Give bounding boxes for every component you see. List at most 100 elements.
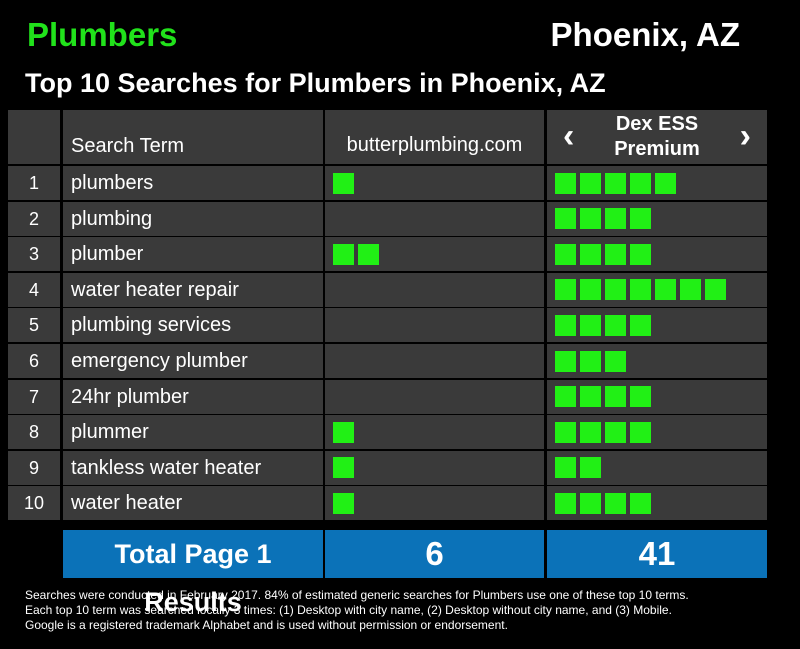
result-square <box>630 492 651 514</box>
result-square <box>630 314 651 336</box>
table-row: 5 plumbing services <box>8 308 768 343</box>
rank-cell: 5 <box>8 308 60 343</box>
totals-label: Total Page 1 Results <box>114 539 272 617</box>
search-term-cell: plummer <box>63 415 323 450</box>
search-term-cell: plumbing services <box>63 308 323 343</box>
site-results-cell <box>325 486 544 521</box>
header: Plumbers Phoenix, AZ Top 10 Searches for… <box>0 0 800 110</box>
footnote-line: Each top 10 term was searched locally 3 … <box>25 603 672 617</box>
result-square <box>655 172 676 194</box>
totals-label-cell: Total Page 1 Results <box>63 530 323 617</box>
search-term-cell: 24hr plumber <box>63 379 323 414</box>
site-results-cell <box>325 237 544 272</box>
result-square <box>605 279 626 301</box>
result-square <box>580 208 601 230</box>
totals-site-value: 6 <box>425 535 444 572</box>
result-square <box>630 208 651 230</box>
column-header-site: butterplumbing.com <box>346 134 523 156</box>
result-square <box>333 172 354 194</box>
result-square <box>605 208 626 230</box>
result-square <box>333 492 354 514</box>
city-title: Phoenix, AZ <box>550 16 740 53</box>
table-row: 1 plumbers <box>8 166 768 200</box>
result-square <box>333 457 354 479</box>
totals-row: Total Page 1 Results 6 41 <box>0 530 800 617</box>
table-row: 7 24hr plumber <box>8 379 768 414</box>
result-square <box>605 314 626 336</box>
result-square <box>605 492 626 514</box>
header-term-cell: Search Term <box>63 110 323 164</box>
result-square <box>580 421 601 443</box>
result-square <box>605 243 626 265</box>
result-square <box>605 350 626 372</box>
header-dex-cell: ‹ Dex ESS Premium › <box>547 110 767 164</box>
table-row: 2 plumbing <box>8 201 768 236</box>
rank-cell: 3 <box>8 237 60 272</box>
result-square <box>555 350 576 372</box>
site-results-cell <box>325 450 544 485</box>
table-row: 9 tankless water heater <box>8 450 768 485</box>
rank-cell: 7 <box>8 379 60 414</box>
totals-dex-cell: 41 <box>547 530 767 578</box>
rank-cell: 4 <box>8 272 60 307</box>
result-square <box>333 243 354 265</box>
rank-cell: 8 <box>8 415 60 450</box>
site-results-cell <box>325 308 544 343</box>
result-square <box>580 350 601 372</box>
result-square <box>655 279 676 301</box>
result-square <box>680 279 701 301</box>
result-square <box>333 421 354 443</box>
header-site-cell: butterplumbing.com <box>325 110 544 164</box>
table-row: 8 plummer <box>8 415 768 450</box>
table-title: Top 10 Searches for Plumbers in Phoenix,… <box>25 68 606 98</box>
result-square <box>580 492 601 514</box>
site-results-cell <box>325 272 544 307</box>
result-square <box>605 421 626 443</box>
dex-results-cell <box>547 308 767 343</box>
dex-results-cell <box>547 272 767 307</box>
result-square <box>555 208 576 230</box>
site-results-cell <box>325 201 544 236</box>
column-header-search-term: Search Term <box>71 135 185 157</box>
table-row: 6 emergency plumber <box>8 344 768 378</box>
dex-results-cell <box>547 344 767 378</box>
result-square <box>605 386 626 408</box>
table-row: 3 plumber <box>8 237 768 272</box>
result-square <box>580 386 601 408</box>
dex-results-cell <box>547 201 767 236</box>
chevron-right-icon[interactable]: › <box>739 117 751 155</box>
table-row: 10 water heater <box>8 486 768 521</box>
rank-cell: 6 <box>8 344 60 378</box>
footnote-line: Google is a registered trademark Alphabe… <box>25 618 508 632</box>
result-square <box>580 314 601 336</box>
dex-results-cell <box>547 237 767 272</box>
result-square <box>580 457 601 479</box>
result-square <box>630 421 651 443</box>
result-square <box>358 243 379 265</box>
result-square <box>555 492 576 514</box>
rank-cell: 9 <box>8 450 60 485</box>
site-results-cell <box>325 415 544 450</box>
search-term-cell: plumbing <box>63 201 323 236</box>
result-square <box>555 243 576 265</box>
result-square <box>580 172 601 194</box>
dex-results-cell <box>547 379 767 414</box>
result-square <box>630 279 651 301</box>
rank-cell: 1 <box>8 166 60 200</box>
footnote-line: Searches were conducted in February 2017… <box>25 588 689 602</box>
result-square <box>555 421 576 443</box>
search-term-cell: tankless water heater <box>63 450 323 485</box>
result-square <box>630 243 651 265</box>
dex-results-cell <box>547 450 767 485</box>
result-square <box>630 386 651 408</box>
totals-site-cell: 6 <box>325 530 544 578</box>
rank-cell: 2 <box>8 201 60 236</box>
site-results-cell <box>325 166 544 200</box>
result-square <box>580 279 601 301</box>
chevron-left-icon[interactable]: ‹ <box>563 117 575 155</box>
result-square <box>555 457 576 479</box>
search-term-cell: water heater repair <box>63 272 323 307</box>
site-results-cell <box>325 344 544 378</box>
table-row: 4 water heater repair <box>8 272 768 307</box>
result-square <box>555 172 576 194</box>
